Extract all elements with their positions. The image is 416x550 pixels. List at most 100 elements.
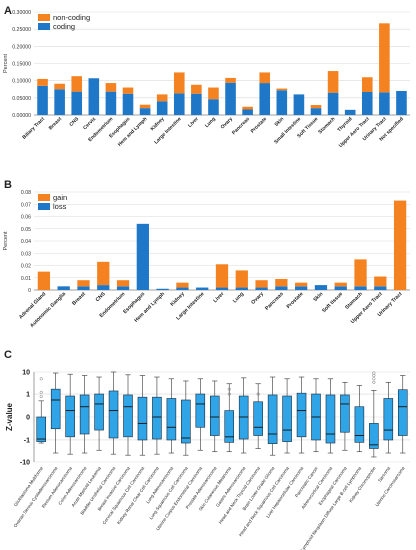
chart-c-box: [209, 395, 220, 436]
chart-a-bar-non-coding: [139, 104, 151, 109]
chart-a-y-tick-label: 0.00000: [12, 113, 31, 119]
chart-b-legend-label: loss: [53, 202, 67, 211]
chart-b-category-label: Kidney: [169, 291, 186, 308]
chart-b-bar-gain: [235, 270, 248, 288]
chart-a-bar-non-coding: [105, 83, 117, 92]
chart-b-category-label: Soft tissue: [321, 291, 344, 314]
chart-c-box: [325, 394, 336, 444]
chart-a-bar-coding: [259, 83, 271, 115]
chart-a-bar-coding: [54, 89, 65, 115]
chart-c-box: [383, 398, 394, 441]
chart-b-category-label: Stomach: [344, 291, 364, 311]
chart-c-box: [253, 401, 263, 436]
chart-a-bar-coding: [88, 78, 100, 115]
chart-c-y-tick-label: 10: [22, 370, 30, 377]
chart-c-y-tick-label: -1: [24, 437, 30, 444]
chart-c-outlier: [39, 395, 43, 399]
chart-b: 0 0.01 0.02 0.03 0.04 0.05 0.06 0.07 0.08 Percent…: [3, 190, 410, 329]
chart-a-bar-non-coding: [310, 105, 322, 109]
chart-c-outlier: [372, 373, 376, 378]
chart-a-bar-non-coding: [54, 83, 65, 90]
chart-b-y-tick-label: 0.02: [21, 264, 31, 270]
chart-a-bar-coding: [344, 109, 356, 115]
chart-c-box: [296, 392, 307, 438]
chart-c-category-label: Kidney Chromophobe: [348, 465, 377, 503]
chart-a-y-tick-label: 0.05000: [12, 96, 31, 102]
chart-a-bar-coding: [37, 85, 48, 115]
chart-a-category-label: Breast: [48, 116, 63, 131]
chart-b-bar-gain: [97, 261, 110, 286]
chart-c-box: [267, 394, 278, 444]
chart-a-bar-coding: [122, 93, 134, 115]
chart-b-bar-loss: [77, 286, 90, 290]
chart-a: 0.00000 0.05000 0.10000 0.15000 0.20000 0.250…: [3, 10, 410, 149]
chart-b-y-tick-label: 0.05: [21, 227, 31, 233]
chart-b-bar-loss: [215, 287, 229, 290]
chart-b-bar-gain: [354, 259, 367, 287]
chart-a-bar-non-coding: [156, 94, 168, 102]
chart-a-bar-coding: [71, 91, 83, 115]
chart-b-category-label: CNS: [95, 291, 107, 303]
chart-a-legend-label: non-coding: [53, 13, 90, 22]
chart-b-category-label: Autonomic Ganglia: [29, 291, 67, 329]
chart-c-box: [65, 395, 75, 438]
chart-a-y-tick-label: 0.20000: [12, 44, 31, 50]
chart-b-bar-gain: [275, 278, 288, 287]
chart-b-bar-gain: [176, 282, 189, 288]
chart-c-box: [108, 390, 119, 439]
chart-b-category-label: Prostate: [286, 291, 305, 310]
chart-c-box: [238, 395, 249, 440]
chart-a-bar-coding: [293, 94, 305, 115]
chart-c-box: [369, 423, 379, 449]
chart-c-box: [137, 396, 148, 441]
chart-a-category-label: Liver: [187, 116, 200, 129]
chart-c-outlier: [372, 380, 376, 384]
chart-a-legend-label: coding: [53, 22, 75, 31]
chart-a-bar-non-coding: [173, 72, 185, 94]
chart-c-box: [94, 393, 104, 431]
chart-b-category-label: Pancreas: [264, 291, 285, 312]
chart-b-bar-loss: [156, 288, 169, 290]
chart-b-bar-gain: [77, 280, 90, 287]
chart-c-y-tick-label: 1: [26, 392, 30, 399]
chart-a-bar-coding: [105, 91, 117, 115]
chart-c-outlier: [372, 377, 376, 381]
chart-a-bar-coding: [396, 90, 407, 115]
chart-b-category-label: Ovary: [250, 291, 265, 306]
chart-c-y-tick-label: -10: [20, 460, 30, 467]
chart-a-bar-coding: [208, 99, 219, 115]
chart-a-category-label: Prostate: [250, 116, 269, 135]
chart-a-bar-coding: [242, 109, 253, 115]
chart-a-y-tick-label: 0.10000: [12, 79, 31, 85]
chart-a-bar-non-coding: [379, 23, 390, 93]
chart-c-y-tick-label: 0: [26, 415, 30, 422]
chart-c-box: [397, 389, 408, 436]
chart-b-bar-loss: [255, 287, 268, 290]
chart-a-legend-swatch: [38, 14, 50, 21]
chart-b-y-axis-label: Percent: [3, 231, 9, 250]
chart-b-y-tick-label: 0.08: [21, 190, 31, 196]
chart-a-bar-non-coding: [71, 76, 83, 92]
chart-a-bar-non-coding: [276, 88, 288, 91]
chart-c-category-label: Uterine Carcinosarcoma: [374, 465, 406, 507]
panel-letter-a: A: [4, 5, 12, 17]
chart-b-category-label: Liver: [212, 291, 225, 304]
chart-a-bar-non-coding: [225, 77, 236, 83]
chart-a-bar-coding: [276, 90, 288, 115]
chart-a-category-label: Lung: [204, 116, 217, 129]
chart-c-outlier: [39, 377, 43, 381]
chart-b-bar-gain: [374, 276, 387, 287]
chart-b-bar-gain: [255, 280, 268, 288]
chart-a-category-label: Cervix: [82, 116, 97, 131]
chart-a-bar-non-coding: [327, 71, 339, 93]
chart-b-y-tick-label: 0.06: [21, 215, 31, 221]
chart-c-outlier: [39, 390, 43, 394]
chart-c-box: [152, 396, 162, 440]
chart-c-outlier: [227, 392, 231, 396]
chart-b-y-tick-label: 0.01: [21, 276, 31, 282]
chart-b-category-label: Breast: [71, 291, 87, 307]
chart-b-bar-loss: [354, 286, 367, 290]
chart-a-bar-non-coding: [259, 72, 271, 84]
chart-c-box: [79, 394, 90, 435]
